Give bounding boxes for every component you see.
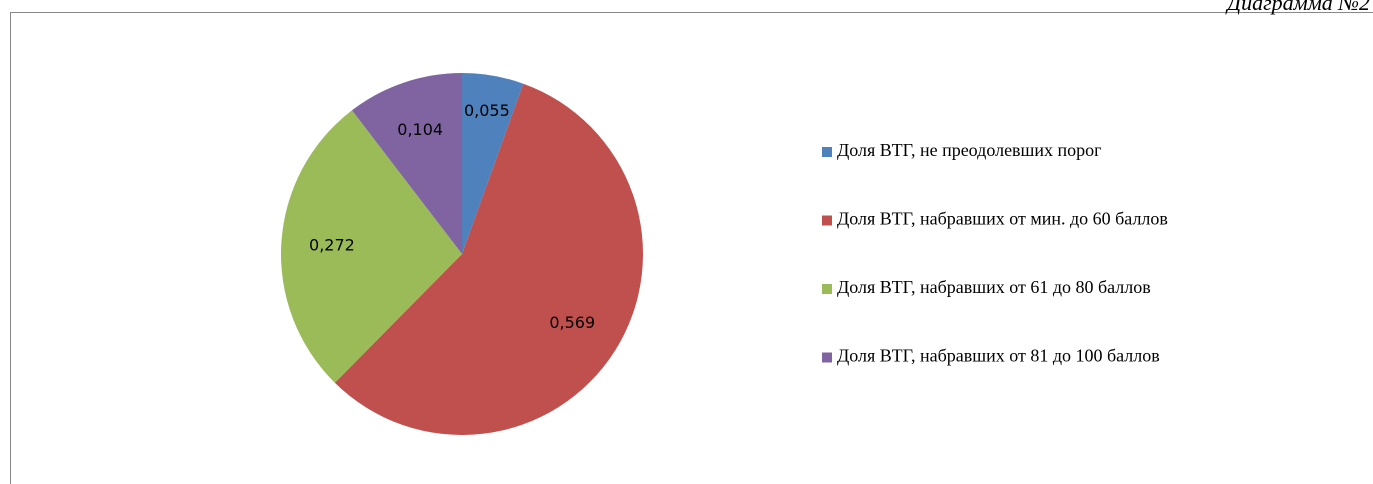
legend-swatch [822, 284, 832, 294]
legend-label: Доля ВТГ, набравших от мин. до 60 баллов [837, 209, 1168, 229]
pie-slice [462, 73, 524, 254]
chart-title: Диаграмма №2 [1225, 0, 1370, 15]
legend-label: Доля ВТГ, набравших от 81 до 100 баллов [837, 346, 1160, 366]
pie-slice [280, 110, 462, 383]
legend-label: Доля ВТГ, не преодолевших порог [837, 140, 1102, 160]
title-backdrop [1180, 0, 1373, 12]
legend-swatch [822, 147, 832, 157]
data-label: 0,055 [464, 101, 510, 120]
data-label: 0,272 [309, 235, 355, 254]
legend-swatch [822, 215, 832, 226]
pie-slice [334, 83, 643, 435]
legend-swatch [822, 352, 832, 363]
data-label: 0,569 [549, 313, 595, 332]
chart-frame [10, 12, 1373, 484]
data-label: 0,104 [397, 120, 443, 139]
pie-slice [351, 73, 462, 254]
legend-label: Доля ВТГ, набравших от 61 до 80 баллов [837, 277, 1151, 297]
